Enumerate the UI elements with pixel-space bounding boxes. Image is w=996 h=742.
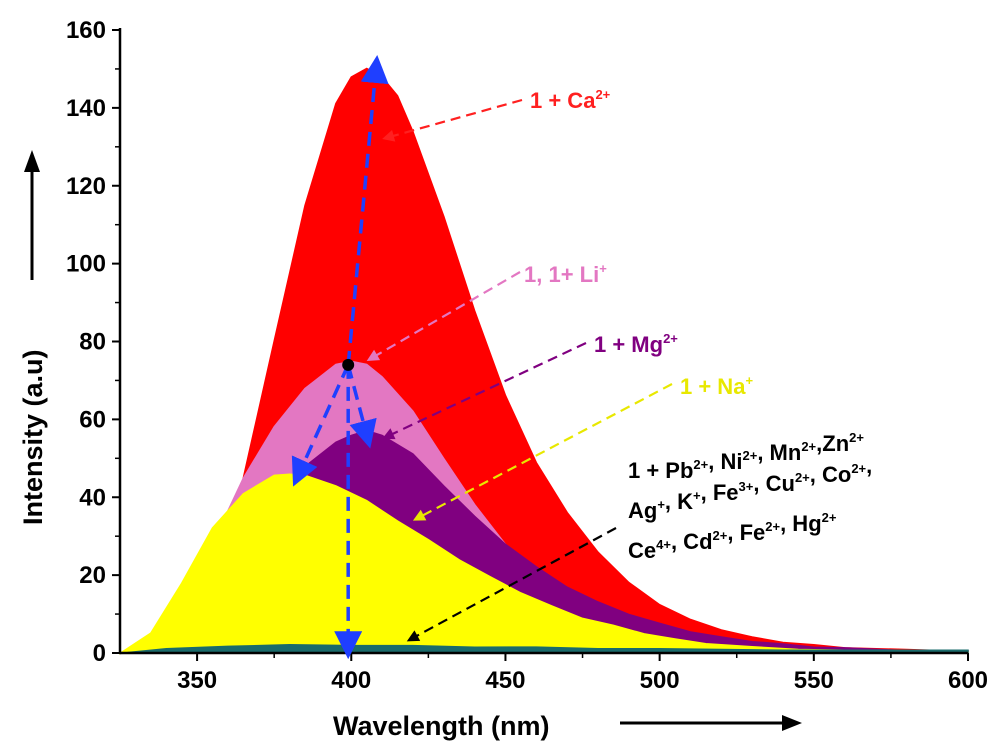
annotation-arrow-1	[391, 98, 523, 138]
peak-guide-arrows	[291, 54, 389, 660]
y-tick-label: 120	[66, 173, 106, 200]
y-tick-label: 60	[79, 406, 106, 433]
annotation-label-1: 1 + Ca2+	[530, 87, 611, 113]
y-tick-label: 80	[79, 329, 106, 356]
x-tick-label: 600	[948, 667, 988, 694]
y-tick-label: 0	[93, 640, 106, 667]
x-tick-label: 550	[794, 667, 834, 694]
y-tick-label: 20	[79, 562, 106, 589]
axes: 350 400 450 500 550 600 0 20 40 60 80 100 120 140 160	[24, 17, 988, 731]
annotation-arrow-3	[390, 342, 587, 436]
x-tick-label: 450	[485, 667, 525, 694]
guide-arrow-ca	[346, 54, 389, 366]
annotation-arrowhead-3	[382, 428, 396, 440]
annotation-arrowhead-5	[406, 630, 421, 642]
annotation-arrowhead-2	[366, 349, 381, 361]
y-tick-label: 40	[79, 484, 106, 511]
annotation-arrow-2	[374, 271, 521, 357]
annotation-label-5-line-1: 1 + Pb2+, Ni2+, Mn2+,Zn2+	[628, 430, 864, 483]
annotation-arrow-5	[415, 527, 617, 638]
guide-arrow-na	[291, 364, 350, 487]
annotation-label-4: 1 + Na+	[680, 373, 753, 399]
series-areas	[119, 67, 969, 655]
annotation-label-5-line-3: Ce4+, Cd2+, Fe2+, Hg2+	[628, 510, 837, 563]
x-tick-label: 400	[331, 667, 371, 694]
annotation-label-3: 1 + Mg2+	[594, 331, 678, 357]
annotation-arrowhead-4	[412, 509, 427, 521]
annotation-arrowhead-1	[382, 130, 396, 142]
x-tick-label: 500	[640, 667, 680, 694]
y-direction-arrowhead	[24, 150, 40, 172]
y-tick-label: 100	[66, 251, 106, 278]
annotation-label-5-line-2: Ag+, K+, Fe3+, Cu2+, Co2+,	[628, 453, 872, 523]
y-tick-label: 140	[66, 95, 106, 122]
annotations: 1 + Ca2+ 1, 1+ Li+ 1 + Mg2+1 + Na+ 1 + Pb2+…	[366, 87, 872, 642]
annotation-label-2: 1, 1+ Li+	[524, 261, 607, 287]
x-tick-label: 350	[177, 667, 217, 694]
free-ligand-point	[342, 358, 355, 371]
x-direction-arrowhead	[782, 715, 802, 731]
y-axis-title: Intensity (a.u)	[18, 349, 48, 525]
series-area-5	[119, 644, 969, 655]
guide-arrow-mg	[346, 364, 377, 449]
y-tick-label: 160	[66, 17, 106, 44]
x-axis-title: Wavelength (nm)	[333, 711, 550, 741]
